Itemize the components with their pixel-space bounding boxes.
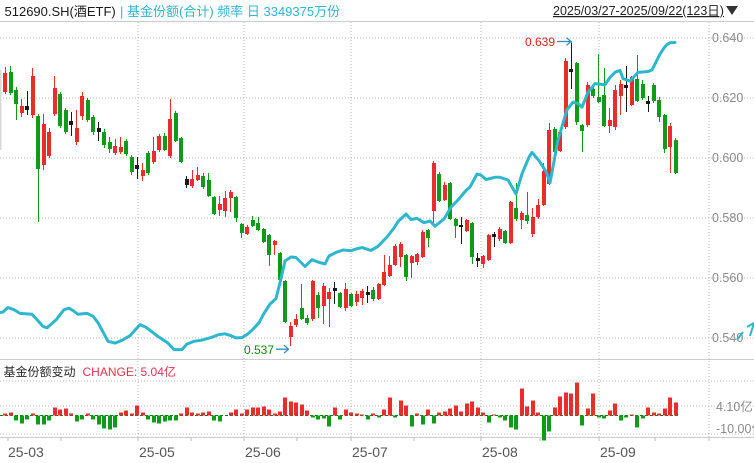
svg-text:0.639: 0.639	[525, 35, 555, 49]
svg-text:25-08: 25-08	[482, 444, 518, 460]
svg-text:0.640: 0.640	[712, 31, 743, 45]
svg-text:25-07: 25-07	[352, 444, 388, 460]
svg-text:4.10亿: 4.10亿	[716, 399, 753, 414]
svg-text:25-05: 25-05	[139, 444, 175, 460]
svg-text:-10.00亿: -10.00亿	[716, 421, 754, 436]
svg-text:| 基金份额(合计) 频率 日 3349375万份: | 基金份额(合计) 频率 日 3349375万份	[120, 4, 340, 19]
svg-text:25-03: 25-03	[8, 444, 44, 460]
svg-text:25-09: 25-09	[600, 444, 636, 460]
svg-text:0.537: 0.537	[244, 343, 274, 357]
svg-text:CHANGE: 5.04亿: CHANGE: 5.04亿	[83, 364, 176, 379]
svg-text:0.580: 0.580	[712, 211, 743, 225]
svg-text:512690.SH(酒ETF): 512690.SH(酒ETF)	[5, 4, 116, 19]
svg-text:25-06: 25-06	[245, 444, 281, 460]
svg-text:0.620: 0.620	[712, 91, 743, 105]
svg-text:0.540: 0.540	[712, 331, 743, 345]
svg-text:0.600: 0.600	[712, 151, 743, 165]
svg-text:0.560: 0.560	[712, 271, 743, 285]
svg-text:基金份额变动: 基金份额变动	[4, 364, 76, 379]
svg-text:2025/03/27-2025/09/22(123日): 2025/03/27-2025/09/22(123日)	[553, 4, 724, 18]
